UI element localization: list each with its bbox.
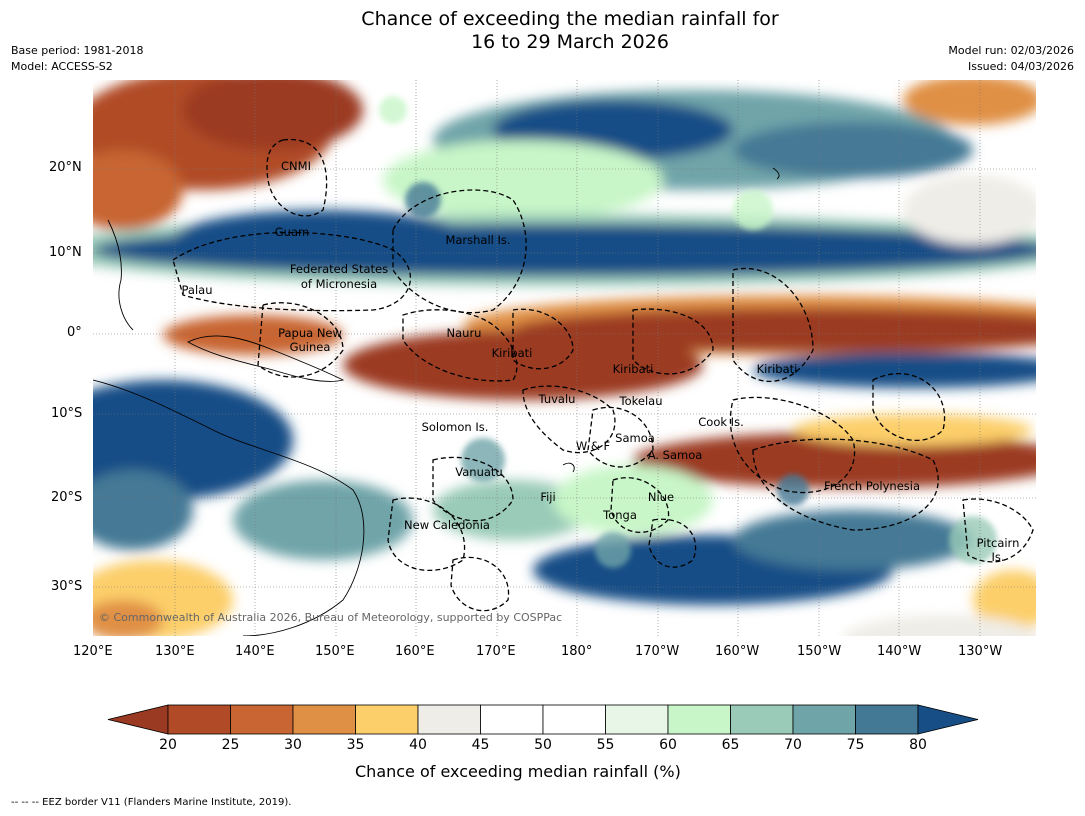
colorbar-label-60: 60 — [659, 737, 677, 753]
region-label-samoa: Samoa — [615, 431, 655, 445]
region-label-tuvalu: Tuvalu — [538, 392, 576, 406]
probability-field — [93, 80, 1036, 636]
region-label-kiribati2: Kiribati — [613, 362, 654, 376]
lon-tick-8: 160°W — [715, 644, 760, 659]
copyright-text: © Commonwealth of Australia 2026, Bureau… — [99, 611, 562, 624]
region-label-wf: W & F — [576, 439, 610, 453]
texture-detail — [379, 96, 997, 568]
eez-borders — [172, 138, 1034, 612]
region-label-niue: Niue — [648, 490, 674, 504]
region-label-palau: Palau — [182, 283, 213, 297]
lon-tick-4: 160°E — [395, 644, 435, 659]
colorbar — [107, 704, 979, 735]
region-label-newcal: New Caledonia — [404, 518, 490, 532]
colorbar-extend-low — [107, 704, 169, 735]
rainfall-map-svg: CNMI Guam Marshall Is. Federated States … — [93, 80, 1036, 636]
model-name: Model: ACCESS-S2 — [11, 60, 113, 73]
lat-tick-20n: 20°N — [49, 160, 82, 175]
lon-tick-10: 140°W — [877, 644, 922, 659]
colorbar-label-65: 65 — [721, 737, 740, 753]
map-title-line2: 16 to 29 March 2026 — [471, 31, 669, 53]
lon-tick-0: 120°E — [73, 644, 113, 659]
colorbar-label-40: 40 — [409, 737, 427, 753]
colorbar-label-25: 25 — [221, 737, 240, 753]
colorbar-bin-12 — [855, 704, 919, 735]
region-label-fsm2: of Micronesia — [301, 277, 377, 291]
colorbar-bin-3 — [292, 704, 356, 735]
colorbar-title: Chance of exceeding median rainfall (%) — [355, 762, 681, 781]
graticule — [93, 80, 1036, 636]
region-label-fiji: Fiji — [540, 490, 555, 504]
region-label-guam: Guam — [275, 225, 309, 239]
lon-tick-11: 130°W — [958, 644, 1003, 659]
region-label-solomon: Solomon Is. — [422, 420, 489, 434]
colorbar-extend-high — [917, 704, 979, 735]
region-label-kiribati1: Kiribati — [492, 346, 533, 360]
map-title-line1: Chance of exceeding the median rainfall … — [361, 8, 779, 30]
region-label-pitcairn1: Pitcairn — [977, 536, 1020, 550]
colorbar-bin-7 — [542, 704, 606, 735]
lon-tick-2: 140°E — [235, 644, 275, 659]
colorbar-label-70: 70 — [784, 737, 802, 753]
region-labels: CNMI Guam Marshall Is. Federated States … — [182, 159, 1020, 564]
lat-tick-10s: 10°S — [51, 406, 83, 421]
colorbar-label-80: 80 — [909, 737, 927, 753]
colorbar-bin-8 — [605, 704, 669, 735]
region-label-cnmi: CNMI — [281, 159, 311, 173]
region-label-png2: Guinea — [290, 340, 331, 354]
colorbar-bin-9 — [667, 704, 731, 735]
region-label-pitcairn2: Is. — [991, 550, 1004, 564]
colorbar-bin-1 — [167, 704, 231, 735]
issued-date: Issued: 04/03/2026 — [967, 60, 1074, 73]
lon-tick-9: 150°W — [797, 644, 842, 659]
eez-note: -- -- -- EEZ border V11 (Flanders Marine… — [11, 797, 292, 808]
region-label-nauru: Nauru — [447, 326, 482, 340]
rainfall-map: CNMI Guam Marshall Is. Federated States … — [93, 80, 1036, 636]
region-label-fsm1: Federated States — [290, 262, 388, 276]
colorbar-bin-4 — [355, 704, 419, 735]
lat-tick-30s: 30°S — [51, 579, 83, 594]
lat-tick-0: 0° — [67, 325, 82, 340]
colorbar-label-75: 75 — [846, 737, 865, 753]
region-label-cook: Cook Is. — [698, 415, 743, 429]
lon-tick-7: 170°W — [635, 644, 680, 659]
colorbar-bin-10 — [730, 704, 794, 735]
colorbar-label-35: 35 — [346, 737, 365, 753]
lon-tick-1: 130°E — [155, 644, 195, 659]
region-label-asamoa: A. Samoa — [648, 448, 703, 462]
colorbar-label-20: 20 — [159, 737, 177, 753]
colorbar-bin-6 — [480, 704, 544, 735]
lat-tick-20s: 20°S — [51, 490, 83, 505]
model-run: Model run: 02/03/2026 — [948, 44, 1074, 57]
colorbar-label-50: 50 — [534, 737, 552, 753]
lon-tick-6: 180° — [561, 644, 593, 659]
region-label-marshall: Marshall Is. — [445, 233, 510, 247]
region-label-frpoly: French Polynesia — [824, 479, 920, 493]
lon-tick-5: 170°E — [476, 644, 516, 659]
lat-tick-10n: 10°N — [49, 245, 82, 260]
region-label-tokelau: Tokelau — [619, 394, 663, 408]
region-label-vanuatu: Vanuatu — [455, 465, 502, 479]
region-label-png1: Papua New — [278, 326, 342, 340]
colorbar-label-55: 55 — [596, 737, 615, 753]
colorbar-bin-11 — [792, 704, 856, 735]
colorbar-label-45: 45 — [471, 737, 490, 753]
base-period: Base period: 1981-2018 — [11, 44, 144, 57]
region-label-tonga: Tonga — [602, 508, 637, 522]
coastlines — [93, 167, 780, 636]
colorbar-label-30: 30 — [284, 737, 302, 753]
region-label-kiribati3: Kiribati — [757, 362, 798, 376]
colorbar-bin-2 — [230, 704, 294, 735]
colorbar-bin-5 — [417, 704, 481, 735]
lon-tick-3: 150°E — [315, 644, 355, 659]
